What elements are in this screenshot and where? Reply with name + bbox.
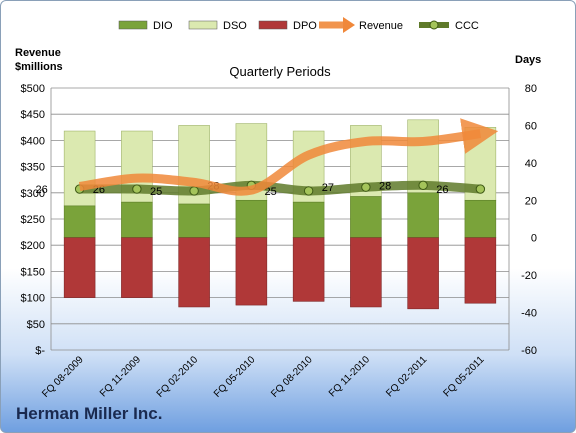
x-tick-label: FQ 02-2010 bbox=[155, 354, 201, 400]
legend-swatch bbox=[118, 20, 148, 30]
right-tick-label: -40 bbox=[521, 308, 537, 320]
legend-item: CCC bbox=[419, 20, 479, 32]
left-tick-label: $50 bbox=[27, 319, 45, 331]
legend-arrow-icon bbox=[343, 17, 355, 33]
ccc-data-label: 28 bbox=[379, 180, 391, 192]
right-axis-title: Days bbox=[515, 54, 541, 66]
x-tick-label: FQ 11-2009 bbox=[98, 354, 143, 399]
legend-label: DSO bbox=[223, 20, 247, 32]
x-tick-label: FQ 08-2009 bbox=[40, 354, 86, 400]
dio-bar bbox=[464, 199, 497, 239]
legend-marker bbox=[429, 20, 439, 30]
right-tick-label: -20 bbox=[521, 270, 537, 282]
dpo-bar bbox=[63, 237, 96, 298]
ccc-point bbox=[361, 182, 371, 192]
legend: DIO DSO DPO Revenue CCC bbox=[118, 17, 479, 33]
right-tick-label: 40 bbox=[525, 158, 537, 170]
left-axis-title-line2: $millions bbox=[15, 61, 63, 73]
x-tick-label: FQ 11-2010 bbox=[327, 354, 372, 399]
left-tick-label: $100 bbox=[21, 293, 45, 305]
right-tick-label: 80 bbox=[525, 83, 537, 95]
ccc-data-label: 26 bbox=[36, 184, 48, 196]
legend-item: Revenue bbox=[319, 17, 403, 33]
dio-bar bbox=[178, 203, 210, 239]
dpo-bar bbox=[121, 237, 153, 298]
legend-label: DIO bbox=[153, 20, 173, 32]
dio-bar bbox=[407, 192, 439, 239]
dpo-bar bbox=[407, 237, 439, 310]
dio-bar bbox=[121, 201, 153, 239]
left-tick-label: $300 bbox=[21, 188, 45, 200]
left-tick-label: $350 bbox=[21, 162, 45, 174]
ccc-data-label: 26 bbox=[436, 184, 448, 196]
ccc-point bbox=[303, 186, 314, 196]
bars bbox=[63, 119, 497, 310]
left-tick-label: $200 bbox=[21, 240, 45, 252]
ccc-point bbox=[475, 184, 486, 194]
dpo-bar bbox=[235, 237, 268, 306]
revenue-line bbox=[78, 118, 499, 196]
dpo-bar bbox=[292, 237, 325, 302]
legend-item: DPO bbox=[258, 20, 317, 32]
right-tick-label: 0 bbox=[531, 233, 537, 245]
legend-label: CCC bbox=[455, 20, 479, 32]
ccc-data-label: 25 bbox=[265, 186, 277, 198]
left-tick-label: $150 bbox=[21, 266, 45, 278]
x-tick-label: FQ 02-2011 bbox=[384, 354, 429, 399]
ccc-line bbox=[75, 180, 485, 196]
left-tick-label: $500 bbox=[21, 83, 45, 95]
left-axis-title-line1: Revenue bbox=[15, 47, 61, 59]
ccc-point bbox=[189, 186, 199, 196]
dpo-bar bbox=[350, 237, 382, 308]
legend-label: Revenue bbox=[359, 20, 403, 32]
dio-bar bbox=[350, 196, 382, 239]
dpo-bar bbox=[178, 237, 210, 308]
right-tick-label: -60 bbox=[521, 345, 537, 357]
x-tick-label: FQ 08-2010 bbox=[269, 354, 315, 400]
legend-label: DPO bbox=[293, 20, 317, 32]
dio-bar bbox=[63, 205, 96, 239]
left-axis-ticks: $- $50 $100 $150 $200 $250 $300 $350 $400 $450 $50… bbox=[21, 83, 46, 357]
legend-swatch bbox=[258, 20, 288, 30]
right-axis-ticks: -60 -40 -20 0 20 40 60 80 bbox=[521, 83, 537, 357]
x-tick-label: FQ 05-2011 bbox=[442, 354, 487, 399]
left-tick-label: $250 bbox=[21, 214, 45, 226]
left-tick-label: $- bbox=[35, 345, 45, 357]
ccc-data-label: 27 bbox=[322, 182, 334, 194]
dso-bar bbox=[63, 130, 96, 207]
right-tick-label: 60 bbox=[525, 120, 537, 132]
dio-bar bbox=[292, 201, 325, 239]
x-tick-label: FQ 05-2010 bbox=[212, 354, 258, 400]
dio-bar bbox=[235, 199, 268, 239]
right-tick-label: 20 bbox=[525, 195, 537, 207]
legend-swatch bbox=[188, 20, 218, 30]
ccc-data-label: 25 bbox=[150, 186, 162, 198]
dpo-bar bbox=[464, 237, 497, 304]
left-tick-label: $450 bbox=[21, 109, 45, 121]
ccc-point bbox=[132, 184, 142, 194]
gridlines bbox=[50, 87, 510, 351]
ccc-point bbox=[418, 180, 428, 191]
legend-item: DSO bbox=[188, 20, 247, 32]
legend-item: DIO bbox=[118, 20, 173, 32]
lines: 26 26 25 28 25 27 28 26 bbox=[36, 118, 499, 198]
x-axis-ticks: FQ 08-2009 FQ 11-2009 FQ 02-2010 FQ 05-2010… bbox=[40, 354, 487, 400]
plot-title: Quarterly Periods bbox=[229, 64, 331, 79]
company-name: Herman Miller Inc. bbox=[16, 404, 163, 423]
left-tick-label: $400 bbox=[21, 135, 45, 147]
